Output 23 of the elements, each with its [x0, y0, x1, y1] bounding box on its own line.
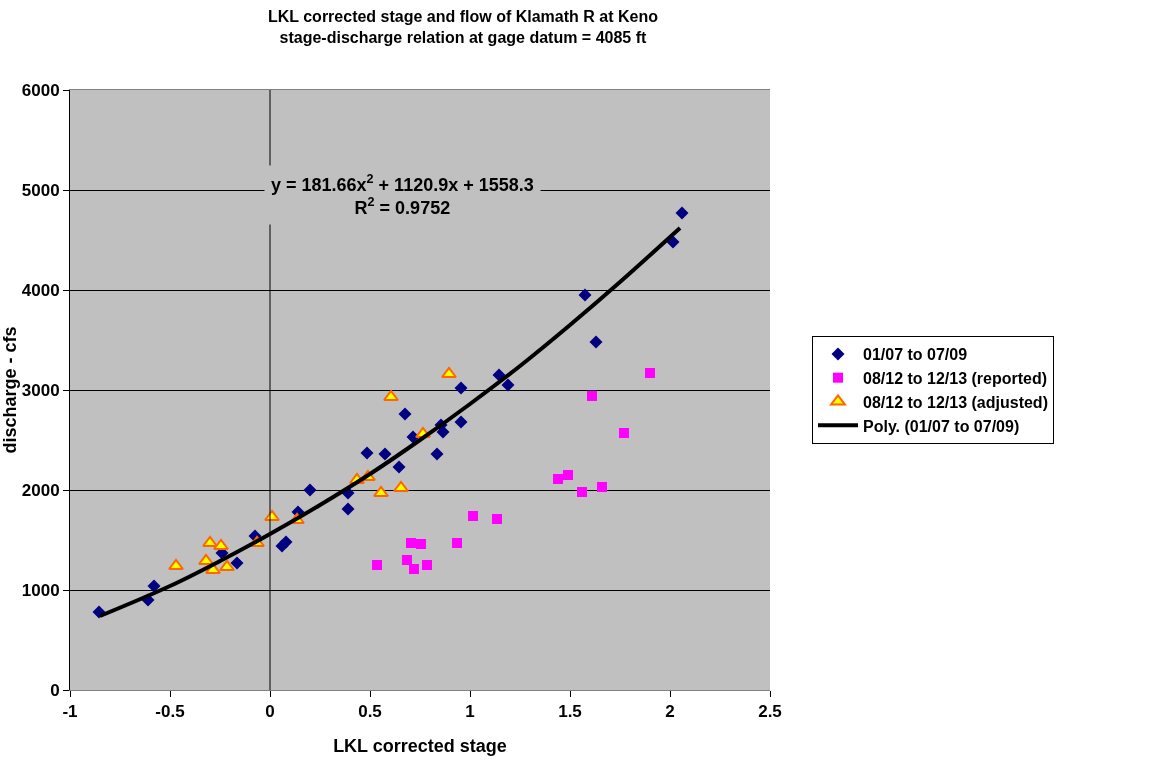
y-tick-label: 3000	[21, 380, 60, 400]
x-axis-title: LKL corrected stage	[333, 735, 507, 756]
annotation: y = 181.66x$^{2}$ + 1120.9x + 1558.3 R$^{2}$ = 0.9752	[271, 172, 534, 218]
x-tick-label: 1.5	[558, 702, 582, 722]
x-tick-label: 0.5	[358, 702, 382, 722]
legend-label: 08/12 to 12/13 (reported)	[863, 369, 1048, 387]
y-tick-label: 4000	[21, 280, 60, 300]
legend-label: 01/07 to 07/09	[863, 346, 968, 364]
y-tick-label: 5000	[21, 180, 60, 200]
y-tick-label: 0	[50, 680, 60, 700]
y-tick-label: 1000	[21, 580, 60, 600]
x-tick-label: 2	[665, 702, 675, 722]
legend-label: 08/12 to 12/13 (adjusted)	[863, 393, 1048, 411]
x-tick-label: 2.5	[758, 702, 782, 722]
x-tick-label: -1	[62, 702, 78, 722]
x-tick-label: 1	[465, 702, 475, 722]
chart-title: LKL corrected stage and flow of Klamath R at Keno stage-discharge relation at gage datum = 4085 ft	[267, 7, 659, 46]
x-tick-label: 0	[265, 702, 275, 722]
y-tick-label: 2000	[21, 480, 60, 500]
y-tick-label: 6000	[21, 80, 60, 100]
y-axis-title: discharge - cfs	[0, 326, 20, 454]
legend-label: Poly. (01/07 to 07/09)	[863, 417, 1020, 435]
x-tick-label: -0.5	[155, 702, 185, 722]
